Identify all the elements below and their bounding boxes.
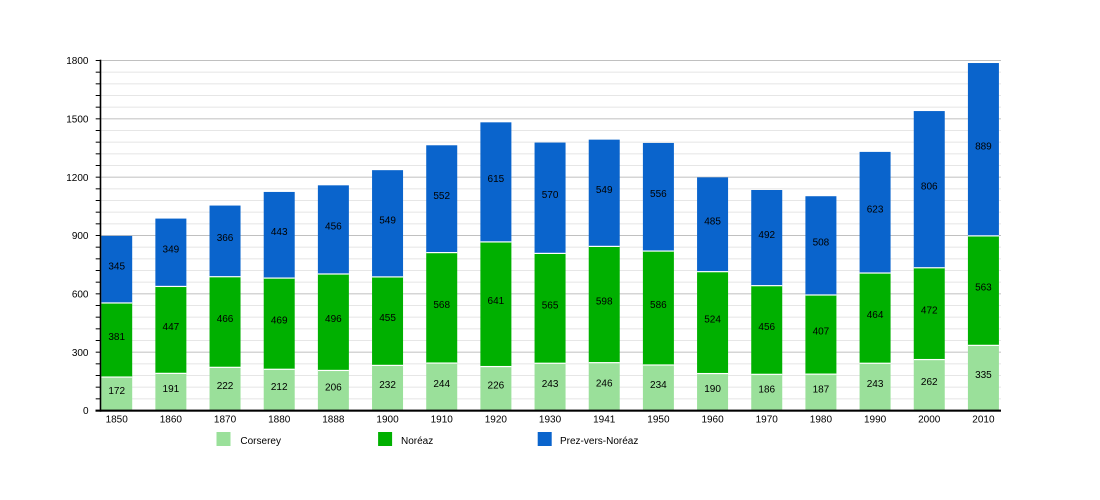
svg-text:206: 206 <box>325 382 342 393</box>
svg-text:1500: 1500 <box>66 115 89 126</box>
svg-text:455: 455 <box>379 313 396 324</box>
svg-text:443: 443 <box>271 227 288 238</box>
svg-text:447: 447 <box>163 322 180 333</box>
svg-text:492: 492 <box>758 230 775 241</box>
svg-text:190: 190 <box>704 384 721 395</box>
svg-text:615: 615 <box>488 174 505 185</box>
svg-text:300: 300 <box>72 348 89 359</box>
svg-text:472: 472 <box>921 306 938 317</box>
svg-text:1930: 1930 <box>539 414 562 425</box>
svg-text:1880: 1880 <box>268 414 291 425</box>
svg-text:456: 456 <box>758 322 775 333</box>
svg-text:1941: 1941 <box>593 414 616 425</box>
svg-text:570: 570 <box>542 190 559 201</box>
svg-text:232: 232 <box>379 380 396 391</box>
svg-text:456: 456 <box>325 222 342 233</box>
svg-text:222: 222 <box>217 381 234 392</box>
svg-text:889: 889 <box>975 141 992 152</box>
svg-text:549: 549 <box>379 216 396 227</box>
svg-text:Prez-vers-Noréaz: Prez-vers-Noréaz <box>560 436 638 447</box>
svg-text:1870: 1870 <box>214 414 237 425</box>
svg-text:2000: 2000 <box>918 414 941 425</box>
svg-text:345: 345 <box>108 261 125 272</box>
svg-text:464: 464 <box>867 310 884 321</box>
svg-text:226: 226 <box>488 381 505 392</box>
svg-text:1888: 1888 <box>322 414 345 425</box>
svg-text:1990: 1990 <box>864 414 887 425</box>
svg-text:565: 565 <box>542 300 559 311</box>
svg-text:234: 234 <box>650 380 667 391</box>
svg-text:243: 243 <box>867 379 884 390</box>
svg-text:552: 552 <box>433 191 450 202</box>
svg-text:243: 243 <box>542 379 559 390</box>
svg-text:349: 349 <box>163 245 180 256</box>
svg-text:900: 900 <box>72 231 89 242</box>
svg-text:381: 381 <box>108 332 125 343</box>
svg-text:0: 0 <box>83 406 89 417</box>
svg-text:186: 186 <box>758 384 775 395</box>
svg-text:212: 212 <box>271 382 288 393</box>
svg-text:Noréaz: Noréaz <box>401 436 433 447</box>
svg-text:1200: 1200 <box>66 173 89 184</box>
svg-text:563: 563 <box>975 283 992 294</box>
svg-text:262: 262 <box>921 377 938 388</box>
svg-text:466: 466 <box>217 314 234 325</box>
svg-text:508: 508 <box>813 238 830 249</box>
svg-text:469: 469 <box>271 316 288 327</box>
svg-text:244: 244 <box>433 379 450 390</box>
svg-text:246: 246 <box>596 379 613 390</box>
svg-text:407: 407 <box>813 327 830 338</box>
svg-text:Corserey: Corserey <box>240 436 281 447</box>
svg-text:1850: 1850 <box>106 414 129 425</box>
svg-text:172: 172 <box>108 386 125 397</box>
svg-text:556: 556 <box>650 189 667 200</box>
svg-text:1900: 1900 <box>376 414 399 425</box>
svg-text:366: 366 <box>217 233 234 244</box>
svg-text:806: 806 <box>921 181 938 192</box>
svg-text:2010: 2010 <box>972 414 995 425</box>
svg-text:623: 623 <box>867 204 884 215</box>
svg-text:641: 641 <box>488 296 505 307</box>
svg-text:586: 586 <box>650 300 667 311</box>
svg-text:1960: 1960 <box>701 414 724 425</box>
svg-text:598: 598 <box>596 297 613 308</box>
svg-text:600: 600 <box>72 290 89 301</box>
svg-text:191: 191 <box>163 384 180 395</box>
svg-text:1920: 1920 <box>485 414 508 425</box>
svg-text:524: 524 <box>704 315 721 326</box>
svg-text:1980: 1980 <box>810 414 833 425</box>
svg-text:1800: 1800 <box>66 56 89 67</box>
svg-text:1950: 1950 <box>647 414 670 425</box>
svg-text:335: 335 <box>975 370 992 381</box>
svg-text:1910: 1910 <box>431 414 454 425</box>
svg-text:568: 568 <box>433 300 450 311</box>
svg-text:187: 187 <box>813 384 830 395</box>
svg-text:549: 549 <box>596 185 613 196</box>
svg-text:496: 496 <box>325 314 342 325</box>
svg-text:485: 485 <box>704 217 721 228</box>
svg-text:1860: 1860 <box>160 414 183 425</box>
svg-text:1970: 1970 <box>756 414 779 425</box>
